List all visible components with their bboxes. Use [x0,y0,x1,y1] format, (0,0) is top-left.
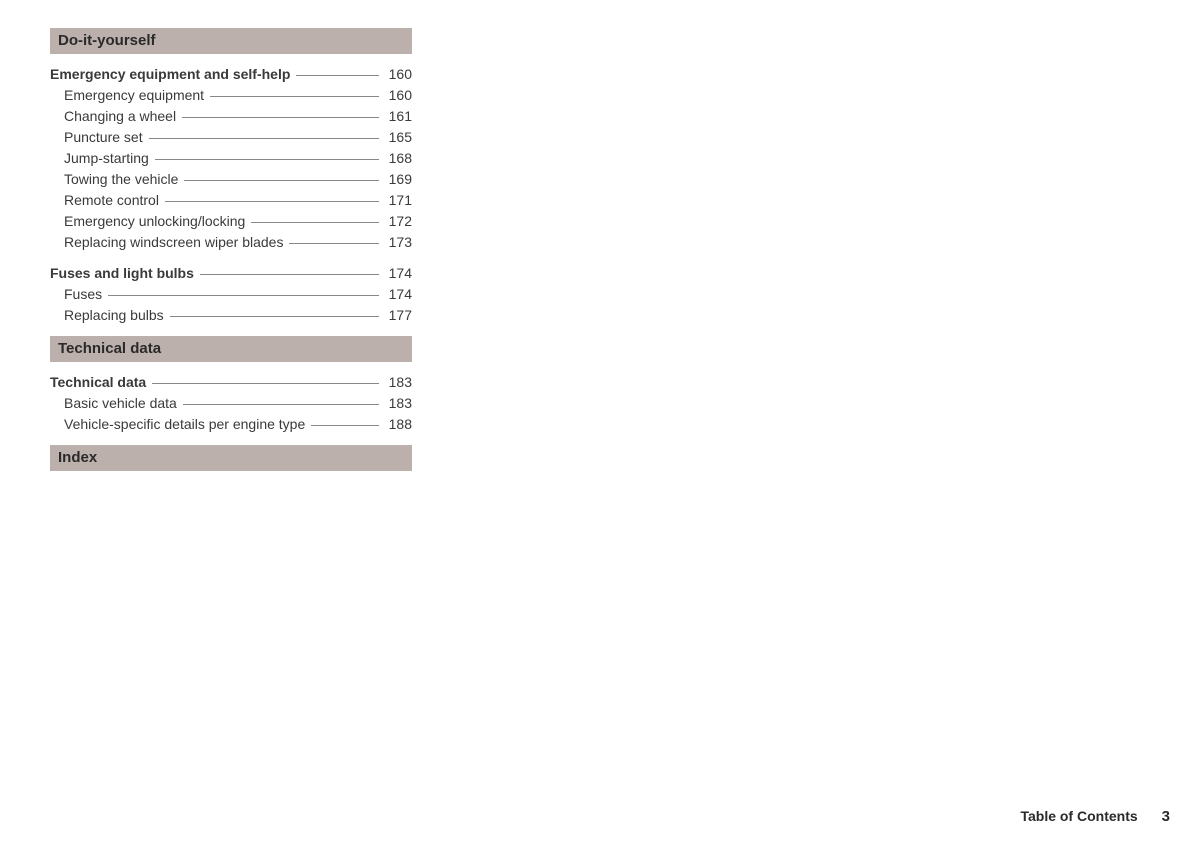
footer-page-number: 3 [1162,808,1170,825]
toc-page: 174 [383,284,412,305]
toc-leader [296,75,378,76]
toc-leader [149,138,379,139]
toc-row: Emergency equipment and self-help 160 [50,64,412,85]
toc-page: 188 [383,414,412,435]
toc-row: Towing the vehicle 169 [50,169,412,190]
toc-row: Basic vehicle data 183 [50,393,412,414]
toc-leader [200,274,379,275]
toc-column: Do-it-yourself Emergency equipment and s… [50,28,412,471]
toc-row: Puncture set 165 [50,127,412,148]
toc-label: Puncture set [50,127,147,148]
toc-leader [184,180,378,181]
toc-row: Replacing bulbs 177 [50,305,412,326]
toc-label: Basic vehicle data [50,393,181,414]
toc-label: Changing a wheel [50,106,180,127]
toc-page: 174 [383,263,412,284]
toc-page: 177 [383,305,412,326]
toc-row: Jump-starting 168 [50,148,412,169]
toc-leader [251,222,378,223]
toc-group: Emergency equipment and self-help 160 Em… [50,64,412,253]
toc-leader [311,425,378,426]
toc-label: Fuses [50,284,106,305]
section-header-index: Index [50,445,412,471]
toc-leader [183,404,379,405]
toc-row: Technical data 183 [50,372,412,393]
toc-page: 160 [383,85,412,106]
toc-leader [182,117,379,118]
toc-group: Fuses and light bulbs 174 Fuses 174 Repl… [50,263,412,326]
toc-leader [155,159,379,160]
toc-leader [152,383,378,384]
toc-label: Fuses and light bulbs [50,263,198,284]
toc-page: 183 [383,372,412,393]
toc-page: 183 [383,393,412,414]
toc-label: Vehicle-specific details per engine type [50,414,309,435]
toc-leader [165,201,379,202]
toc-label: Towing the vehicle [50,169,182,190]
footer-label: Table of Contents [1020,808,1137,824]
section-header-do-it-yourself: Do-it-yourself [50,28,412,54]
toc-row: Emergency unlocking/locking 172 [50,211,412,232]
toc-label: Remote control [50,190,163,211]
toc-label: Emergency equipment and self-help [50,64,294,85]
toc-page: 160 [383,64,412,85]
toc-leader [210,96,379,97]
toc-leader [170,316,379,317]
toc-leader [289,243,378,244]
toc-row: Vehicle-specific details per engine type… [50,414,412,435]
toc-page: 168 [383,148,412,169]
toc-label: Jump-starting [50,148,153,169]
toc-page: 169 [383,169,412,190]
toc-row: Remote control 171 [50,190,412,211]
toc-page: 161 [383,106,412,127]
toc-page: 173 [383,232,412,253]
toc-row: Fuses 174 [50,284,412,305]
toc-label: Emergency unlocking/locking [50,211,249,232]
toc-row: Replacing windscreen wiper blades 173 [50,232,412,253]
toc-group: Technical data 183 Basic vehicle data 18… [50,372,412,435]
toc-label: Emergency equipment [50,85,208,106]
toc-row: Emergency equipment 160 [50,85,412,106]
toc-leader [108,295,379,296]
toc-label: Replacing bulbs [50,305,168,326]
toc-label: Replacing windscreen wiper blades [50,232,287,253]
section-header-technical-data: Technical data [50,336,412,362]
toc-row: Fuses and light bulbs 174 [50,263,412,284]
toc-row: Changing a wheel 161 [50,106,412,127]
toc-page: 165 [383,127,412,148]
toc-page: 172 [383,211,412,232]
page-footer: Table of Contents 3 [1020,808,1170,825]
toc-page: 171 [383,190,412,211]
toc-label: Technical data [50,372,150,393]
